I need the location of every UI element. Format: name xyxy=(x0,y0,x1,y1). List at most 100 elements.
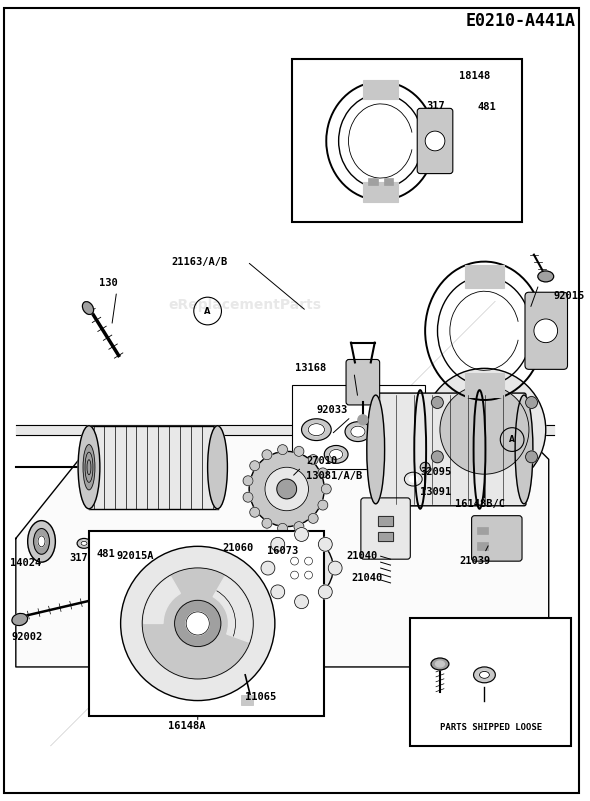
Ellipse shape xyxy=(78,425,100,509)
FancyBboxPatch shape xyxy=(346,360,379,405)
Text: 13081/A/B: 13081/A/B xyxy=(306,471,363,481)
Bar xyxy=(378,532,394,541)
Ellipse shape xyxy=(99,537,113,546)
Circle shape xyxy=(271,537,285,551)
Bar xyxy=(291,59,522,222)
Text: 317: 317 xyxy=(69,553,88,563)
Text: 18148: 18148 xyxy=(459,70,490,81)
Ellipse shape xyxy=(12,614,28,626)
Circle shape xyxy=(271,585,285,599)
Circle shape xyxy=(243,493,253,502)
Bar xyxy=(89,530,324,716)
Text: 21040: 21040 xyxy=(351,573,382,583)
Ellipse shape xyxy=(324,445,348,463)
Ellipse shape xyxy=(85,452,93,482)
Circle shape xyxy=(304,571,313,579)
Ellipse shape xyxy=(103,539,109,543)
Circle shape xyxy=(294,521,304,532)
Text: 481: 481 xyxy=(477,103,496,112)
Ellipse shape xyxy=(34,529,50,554)
Circle shape xyxy=(431,396,443,409)
FancyBboxPatch shape xyxy=(361,498,410,559)
Ellipse shape xyxy=(83,445,95,490)
Text: PARTS SHIPPED LOOSE: PARTS SHIPPED LOOSE xyxy=(440,723,542,732)
Ellipse shape xyxy=(83,302,94,315)
Text: 317: 317 xyxy=(427,102,445,111)
Circle shape xyxy=(270,537,333,600)
Circle shape xyxy=(420,462,430,472)
Circle shape xyxy=(250,507,260,517)
Circle shape xyxy=(277,479,297,499)
Text: 27010: 27010 xyxy=(306,457,337,466)
Bar xyxy=(363,79,398,99)
Bar xyxy=(410,618,572,746)
Circle shape xyxy=(431,451,443,463)
FancyBboxPatch shape xyxy=(404,492,423,505)
Ellipse shape xyxy=(81,541,87,545)
Text: 16148B/C: 16148B/C xyxy=(455,499,505,509)
Circle shape xyxy=(318,468,328,478)
Bar xyxy=(465,264,504,288)
Circle shape xyxy=(526,451,537,463)
Circle shape xyxy=(186,612,209,635)
Circle shape xyxy=(425,131,445,151)
Circle shape xyxy=(250,461,260,471)
Bar xyxy=(16,425,553,435)
Circle shape xyxy=(526,396,537,409)
Text: 21039: 21039 xyxy=(460,556,491,566)
Circle shape xyxy=(308,455,318,465)
Text: eReplacementParts: eReplacementParts xyxy=(169,299,322,312)
Bar xyxy=(291,385,425,469)
Circle shape xyxy=(278,523,287,533)
Ellipse shape xyxy=(208,425,227,509)
FancyBboxPatch shape xyxy=(471,516,522,562)
Text: 13091: 13091 xyxy=(420,487,451,497)
Circle shape xyxy=(262,518,272,528)
Circle shape xyxy=(294,528,309,541)
Text: 92015: 92015 xyxy=(553,292,585,301)
Bar xyxy=(378,532,394,541)
Ellipse shape xyxy=(308,424,325,436)
Circle shape xyxy=(318,500,328,510)
Circle shape xyxy=(120,546,275,701)
Bar xyxy=(477,526,489,534)
Text: 16148A: 16148A xyxy=(168,721,205,731)
Text: 13168: 13168 xyxy=(295,364,326,373)
Wedge shape xyxy=(213,577,252,642)
Circle shape xyxy=(423,368,546,491)
Text: 21060: 21060 xyxy=(222,543,254,553)
Ellipse shape xyxy=(233,541,253,570)
Ellipse shape xyxy=(431,658,449,670)
Bar xyxy=(384,178,394,186)
Ellipse shape xyxy=(409,476,417,482)
Circle shape xyxy=(319,537,332,551)
Circle shape xyxy=(261,562,275,575)
Ellipse shape xyxy=(28,521,55,562)
Circle shape xyxy=(278,445,287,455)
Bar xyxy=(378,516,394,525)
Text: 32095: 32095 xyxy=(420,467,451,477)
FancyBboxPatch shape xyxy=(417,108,453,174)
Circle shape xyxy=(319,585,332,599)
Text: 130: 130 xyxy=(99,278,117,288)
Text: 92033: 92033 xyxy=(316,405,348,415)
Circle shape xyxy=(294,595,309,609)
Text: A: A xyxy=(204,307,211,316)
Ellipse shape xyxy=(77,538,91,549)
Ellipse shape xyxy=(238,548,248,562)
Circle shape xyxy=(440,385,529,474)
Circle shape xyxy=(294,446,304,457)
FancyBboxPatch shape xyxy=(525,292,568,369)
Wedge shape xyxy=(144,577,181,623)
Circle shape xyxy=(322,484,331,494)
Ellipse shape xyxy=(87,460,91,475)
Text: A: A xyxy=(509,435,515,444)
Circle shape xyxy=(358,415,368,425)
Bar xyxy=(378,516,394,525)
Circle shape xyxy=(308,513,318,523)
Circle shape xyxy=(249,452,324,526)
Circle shape xyxy=(262,450,272,460)
Circle shape xyxy=(291,571,299,579)
Text: 14024: 14024 xyxy=(10,558,41,568)
Text: 92015A: 92015A xyxy=(117,551,154,562)
